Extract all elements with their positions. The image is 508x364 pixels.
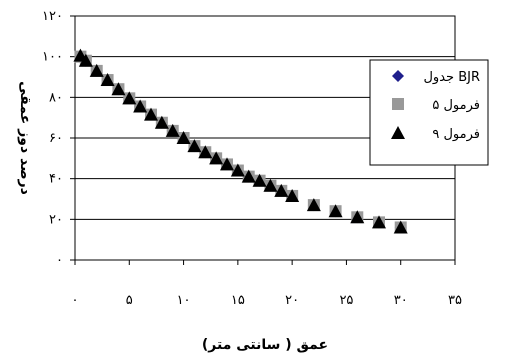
x-tick-labels: ۰ ۵ ۱۰ ۱۵ ۲۰ ۲۵ ۳۰ ۳۵	[72, 293, 462, 308]
x-tick-label: ۵	[126, 293, 133, 308]
legend-box	[369, 59, 489, 166]
y-tick-label: ۲۰	[49, 212, 63, 227]
data-point	[306, 198, 321, 212]
y-tick-label: ۶۰	[49, 131, 63, 146]
data-point	[230, 163, 245, 177]
data-point	[122, 91, 137, 105]
data-point	[144, 107, 158, 121]
legend: جدول BJR فرمول ۵ فرمول ۹	[369, 59, 489, 166]
data-point	[89, 63, 104, 77]
data-point	[241, 169, 256, 183]
data-point	[393, 220, 408, 234]
y-tick-label: ۱۰۰	[42, 50, 63, 65]
y-tick-label: ۴۰	[49, 172, 63, 187]
data-point	[78, 53, 93, 67]
legend-label: فرمول ۵	[432, 98, 480, 113]
x-tick-label: ۱۵	[231, 293, 245, 308]
data-point	[220, 157, 234, 171]
y-tick-label: ۰	[56, 253, 63, 268]
legend-label: جدول BJR	[423, 70, 480, 85]
x-axis-title: عمق ( سانتی متر)	[202, 337, 328, 353]
data-point	[187, 139, 202, 153]
data-point	[165, 123, 180, 137]
data-point	[372, 215, 386, 229]
x-tick-label: ۳۰	[394, 293, 408, 308]
data-point	[252, 173, 267, 187]
y-tick-label: ۱۲۰	[42, 9, 63, 24]
y-tick-label: ۸۰	[49, 90, 63, 105]
x-tick-label: ۰	[72, 293, 79, 308]
data-point	[285, 188, 300, 202]
data-point	[198, 145, 213, 159]
x-tick-label: ۲۵	[339, 293, 353, 308]
data-point	[274, 183, 289, 197]
x-tick-label: ۲۰	[285, 293, 299, 308]
data-point	[328, 204, 343, 218]
data-point	[133, 99, 148, 113]
series-3	[73, 48, 408, 234]
y-axis-title: درصد دوز عمقی	[17, 81, 33, 195]
data-point	[350, 210, 365, 224]
x-tick-label: ۱۰	[177, 293, 191, 308]
legend-label: فرمول ۹	[432, 127, 480, 142]
x-tick-label: ۳۵	[448, 293, 462, 308]
data-point	[100, 73, 115, 87]
data-point	[111, 82, 126, 96]
data-point	[209, 151, 224, 165]
legend-marker	[392, 98, 404, 110]
legend-marker	[391, 126, 405, 139]
data-point	[154, 115, 169, 129]
legend-marker	[392, 70, 404, 82]
data-point	[263, 178, 278, 192]
legend-items: جدول BJR فرمول ۵ فرمول ۹	[391, 70, 480, 142]
data-markers	[73, 48, 408, 234]
y-tick-labels: ۰ ۲۰ ۴۰ ۶۰ ۸۰ ۱۰۰ ۱۲۰	[42, 9, 63, 268]
data-point	[176, 131, 191, 144]
